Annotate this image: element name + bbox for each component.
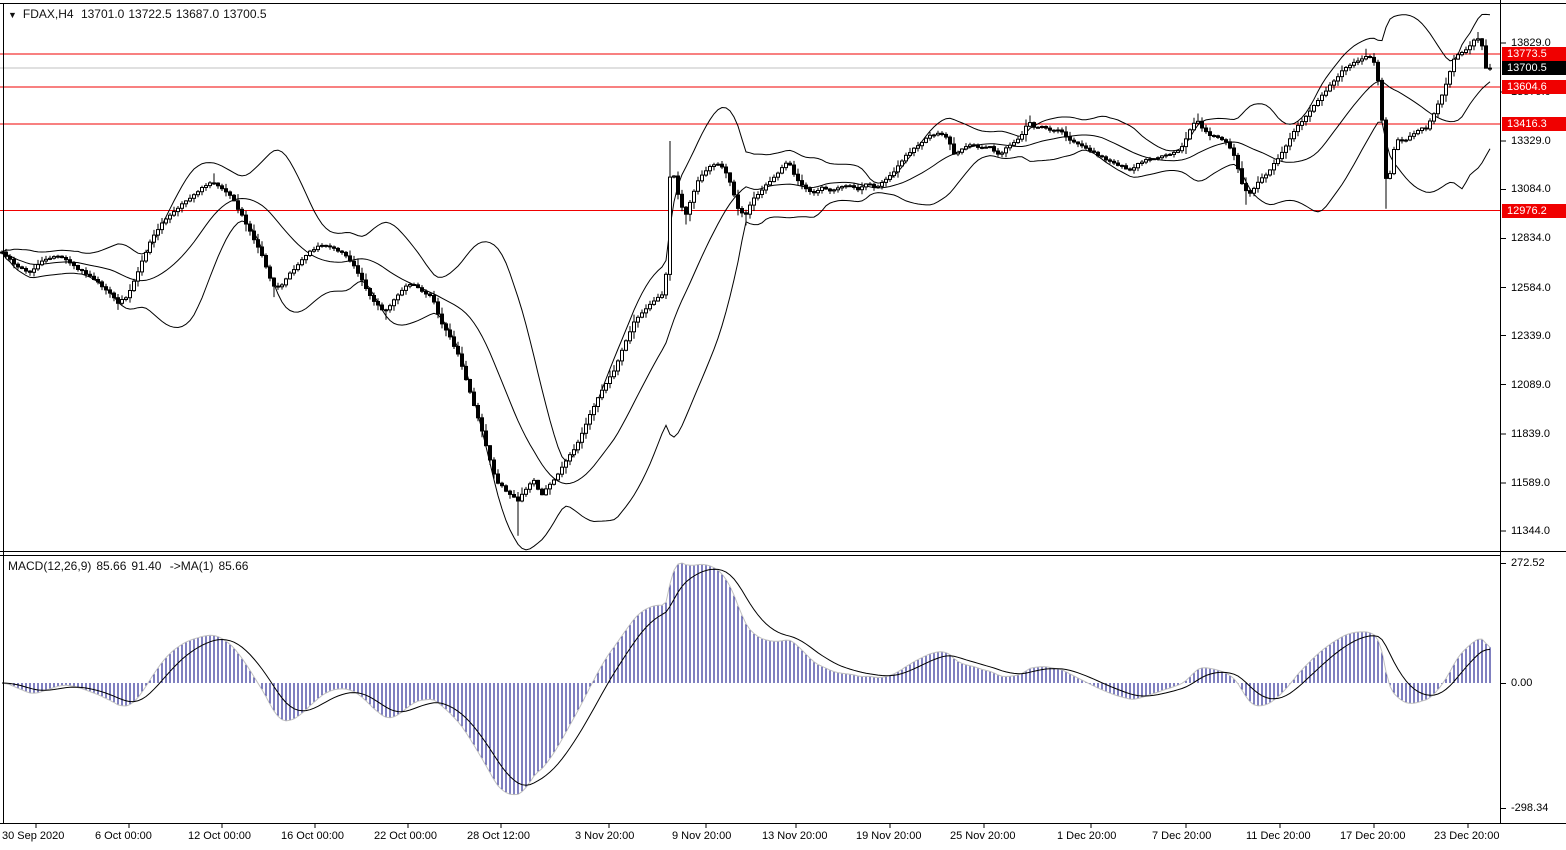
ohlc-close: 13700.5 — [223, 7, 267, 21]
bollinger-lower — [1, 121, 1491, 551]
price-axis[interactable]: 13829.013579.013329.013084.012834.012584… — [1500, 0, 1566, 823]
macd-axis-tick-label: -298.34 — [1511, 802, 1549, 814]
time-axis-label: 1 Dec 20:00 — [1057, 830, 1117, 842]
time-axis-label: 23 Dec 20:00 — [1434, 830, 1500, 842]
macd-value: 85.66 — [96, 559, 127, 573]
bollinger-middle — [1, 80, 1491, 485]
time-axis-label: 19 Nov 20:00 — [856, 830, 922, 842]
price-axis-tick-label: 11344.0 — [1511, 525, 1550, 537]
price-axis-tick-label: 12834.0 — [1511, 232, 1551, 245]
price-level-badge: 13416.3 — [1502, 117, 1566, 131]
symbol-dropdown-icon[interactable]: ▼ — [8, 10, 17, 20]
symbol-ohlc-label: ▼ FDAX,H4 13701.0 13722.5 13687.0 13700.5 — [8, 7, 271, 21]
price-axis-tick-label: 12089.0 — [1511, 378, 1551, 391]
time-axis-label: 13 Nov 20:00 — [762, 830, 828, 842]
time-axis[interactable]: 30 Sep 2020 6 Oct 00:00 12 Oct 00:00 16 Oct… — [0, 823, 1566, 850]
time-axis-label: 25 Nov 20:00 — [950, 830, 1016, 842]
time-axis-label: 3 Nov 20:00 — [575, 830, 635, 842]
macd-pane — [1, 562, 1491, 796]
macd-ma-value: 85.66 — [218, 559, 249, 573]
macd-axis-tick-label: 272.52 — [1511, 557, 1545, 569]
price-level-badge: 12976.2 — [1502, 203, 1566, 218]
time-axis-label: 28 Oct 12:00 — [467, 830, 530, 842]
current-price-badge: 13700.5 — [1502, 61, 1566, 76]
price-level-badge: 13773.5 — [1502, 46, 1566, 61]
macd-histogram — [5, 563, 1491, 795]
time-axis-label: 16 Oct 00:00 — [281, 830, 344, 842]
symbol-name: FDAX,H4 — [22, 7, 74, 21]
time-axis-label: 9 Nov 20:00 — [672, 830, 732, 842]
price-axis-tick-label: 11589.0 — [1511, 476, 1550, 489]
ohlc-low: 13687.0 — [175, 7, 220, 21]
macd-line — [1, 562, 1491, 796]
time-axis-label: 30 Sep 2020 — [2, 830, 65, 842]
candle-wicks — [1, 32, 1491, 536]
ohlc-high: 13722.5 — [128, 7, 172, 21]
macd-name: MACD(12,26,9) — [8, 559, 92, 573]
price-axis-tick-label: 12339.0 — [1511, 329, 1551, 342]
price-axis-tick-label: 11839.0 — [1511, 427, 1550, 440]
macd-signal-line — [1, 568, 1491, 786]
candlestick-series — [0, 32, 1492, 536]
macd-axis-tick-label: 0.00 — [1511, 677, 1533, 689]
bollinger-upper — [1, 13, 1491, 462]
price-axis-tick-label: 13829.0 — [1511, 37, 1551, 49]
horizontal-level-lines — [0, 53, 1500, 211]
time-axis-label: 17 Dec 20:00 — [1340, 830, 1406, 842]
price-axis-tick-label: 12584.0 — [1511, 281, 1551, 294]
time-axis-label: 12 Oct 00:00 — [188, 830, 251, 842]
macd-ma-label: ->MA(1) — [169, 559, 214, 573]
time-axis-label: 6 Oct 00:00 — [95, 830, 152, 842]
price-axis-tick-label: 13329.0 — [1511, 135, 1551, 148]
ohlc-open: 13701.0 — [80, 7, 125, 21]
macd-signal-value: 91.40 — [131, 559, 162, 573]
bollinger-bands — [1, 13, 1491, 551]
time-axis-label: 22 Oct 00:00 — [374, 830, 437, 842]
chart-frame — [0, 0, 1566, 828]
price-level-badge: 13604.6 — [1502, 80, 1566, 95]
time-axis-label: 11 Dec 20:00 — [1246, 830, 1311, 842]
time-axis-label: 7 Dec 20:00 — [1152, 830, 1212, 842]
macd-indicator-label: MACD(12,26,9) 85.66 91.40 ->MA(1) 85.66 — [8, 559, 253, 573]
price-axis-tick-label: 13084.0 — [1511, 183, 1551, 196]
